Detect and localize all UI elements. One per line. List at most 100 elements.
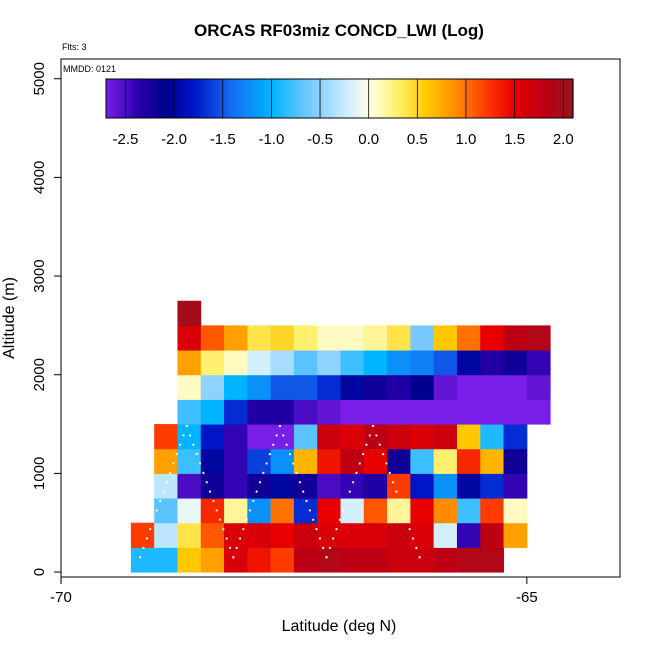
heatmap-cell <box>200 424 225 450</box>
heatmap-cell <box>317 473 341 499</box>
heatmap-cell <box>387 473 411 499</box>
heatmap-cell <box>293 547 318 573</box>
track-point <box>312 518 315 521</box>
heatmap-cell <box>363 424 388 450</box>
colorbar-segment <box>234 79 239 118</box>
track-point <box>265 462 268 465</box>
heatmap-cell <box>480 399 505 425</box>
heatmap-cell <box>177 300 202 326</box>
heatmap-cell <box>317 325 341 351</box>
heatmap-cell <box>433 473 458 499</box>
track-point <box>308 509 311 512</box>
colorbar-segment <box>409 79 415 118</box>
colorbar-segment <box>261 79 267 118</box>
heatmap-cell <box>224 399 248 425</box>
colorbar-segment <box>273 79 278 118</box>
track-point <box>139 556 142 559</box>
track-point <box>192 443 195 446</box>
colorbar-segment <box>506 79 512 118</box>
heatmap-cell <box>433 448 458 474</box>
heatmap-cell <box>410 498 435 524</box>
colorbar-segment <box>117 79 123 118</box>
track-point <box>248 509 252 512</box>
heatmap-cell <box>340 522 365 548</box>
y-tick-label: 5000 <box>31 62 48 95</box>
colorbar-segment <box>452 79 457 118</box>
track-point <box>205 481 208 484</box>
heatmap-cell <box>480 547 505 573</box>
colorbar-segment <box>339 79 344 118</box>
colorbar-segment <box>495 79 500 118</box>
heatmap-cell <box>387 498 411 524</box>
colorbar-segment <box>327 79 333 118</box>
heatmap-cell <box>177 473 202 499</box>
heatmap-cell <box>293 374 318 400</box>
track-point <box>348 490 351 493</box>
track-point <box>372 424 375 428</box>
heatmap-cell <box>387 325 411 351</box>
heatmap-cell <box>224 522 248 548</box>
track-point <box>152 518 155 521</box>
colorbar-frame <box>105 78 574 119</box>
heatmap-cell <box>154 448 178 474</box>
track-point <box>149 528 152 531</box>
heatmap-cell <box>387 448 411 474</box>
colorbar-segment <box>281 79 286 118</box>
colorbar-segment <box>456 79 461 118</box>
track-point <box>159 499 162 503</box>
colorbar-segment <box>413 79 418 118</box>
colorbar-segment <box>514 79 520 118</box>
heatmap-cell <box>177 522 202 548</box>
heatmap-cell <box>247 547 272 573</box>
chart-title: ORCAS RF03miz CONCD_LWI (Log) <box>194 21 484 40</box>
track-point <box>305 499 308 503</box>
heatmap-cell <box>293 399 318 425</box>
heatmap-cell <box>480 498 505 524</box>
colorbar-segment <box>156 79 162 118</box>
heatmap-cell <box>480 424 505 450</box>
colorbar-segment <box>141 79 146 118</box>
track-point <box>189 434 192 437</box>
colorbar-segment <box>491 79 496 118</box>
track-point <box>242 528 245 531</box>
track-point <box>179 443 182 446</box>
date-annotation: MMDD: 0121 <box>63 64 116 74</box>
heatmap-cell <box>480 473 505 499</box>
track-point <box>328 546 331 549</box>
heatmap-cell <box>317 374 341 400</box>
heatmap-cell <box>177 350 202 376</box>
track-point <box>345 499 348 503</box>
track-point <box>255 490 258 493</box>
colorbar-segment <box>510 79 516 118</box>
colorbar-segment <box>285 79 290 118</box>
colorbar-segment <box>183 79 189 118</box>
x-tick-label: -70 <box>50 589 72 606</box>
track-point <box>185 424 188 428</box>
y-tick-label: 4000 <box>31 161 48 194</box>
track-point <box>355 471 358 475</box>
heatmap-cell <box>503 325 528 351</box>
colorbar-segment <box>222 79 228 118</box>
flights-annotation: Flts: 3 <box>62 42 87 52</box>
heatmap-cell <box>177 448 202 474</box>
track-point <box>398 499 401 503</box>
heatmap-cell <box>526 350 551 376</box>
heatmap-cell <box>293 473 318 499</box>
colorbar-segment <box>203 79 208 118</box>
track-point <box>238 537 242 540</box>
colorbar-segment <box>164 79 169 118</box>
heatmap-cell <box>340 547 365 573</box>
colorbar-tick-label: 2.0 <box>553 131 574 148</box>
colorbar-segment <box>499 79 504 118</box>
colorbar-segment <box>253 79 259 118</box>
track-point <box>218 518 222 521</box>
track-point <box>262 471 265 475</box>
heatmap-cell <box>456 473 481 499</box>
colorbar-tick-label: 1.0 <box>456 131 477 148</box>
x-axis-label: Latitude (deg N) <box>282 618 397 635</box>
heatmap-cell <box>387 547 411 573</box>
colorbar-segment <box>432 79 438 118</box>
track-point <box>288 453 292 456</box>
colorbar-segment <box>471 79 477 118</box>
heatmap-cell <box>363 448 388 474</box>
